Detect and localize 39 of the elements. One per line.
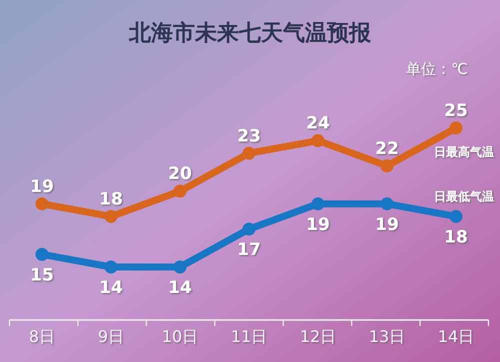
point: [104, 260, 118, 274]
data-label: 25: [444, 101, 468, 121]
point: [312, 134, 324, 148]
x-tick-label: 11日: [230, 327, 268, 346]
series-label: 日最低气温: [434, 189, 494, 204]
point: [36, 248, 48, 261]
data-label: 18: [99, 189, 123, 210]
x-tick-label: 8日: [28, 327, 56, 346]
x-tick-label: 13日: [368, 327, 406, 346]
data-label: 14: [99, 278, 123, 298]
x-tick-label: 14日: [438, 327, 474, 346]
point: [174, 260, 186, 274]
data-label: 24: [306, 114, 330, 134]
data-label: 19: [30, 176, 54, 197]
data-label: 14: [168, 278, 192, 298]
data-label: 22: [375, 138, 399, 159]
point: [174, 184, 186, 198]
x-tick-label: 10日: [162, 327, 198, 346]
x-tick-label: 9日: [98, 327, 124, 346]
data-label: 20: [168, 164, 192, 184]
data-label: 15: [30, 265, 54, 286]
x-tick-label: 12日: [300, 327, 336, 346]
data-label: 19: [306, 214, 330, 235]
point: [312, 197, 324, 210]
point: [242, 222, 256, 236]
point: [104, 210, 118, 223]
series-label: 日最高气温: [434, 145, 494, 159]
data-label: 19: [375, 214, 399, 235]
data-label: 18: [444, 227, 468, 248]
data-label: 23: [237, 126, 261, 146]
point: [36, 197, 48, 210]
point: [242, 146, 256, 160]
text: 单位：℃: [406, 60, 468, 78]
point: [450, 210, 462, 223]
point: [380, 159, 394, 172]
chart-title: 北海市未来七天气温预报: [128, 20, 372, 46]
data-label: 17: [237, 240, 261, 260]
point: [450, 122, 462, 134]
point: [380, 197, 394, 210]
